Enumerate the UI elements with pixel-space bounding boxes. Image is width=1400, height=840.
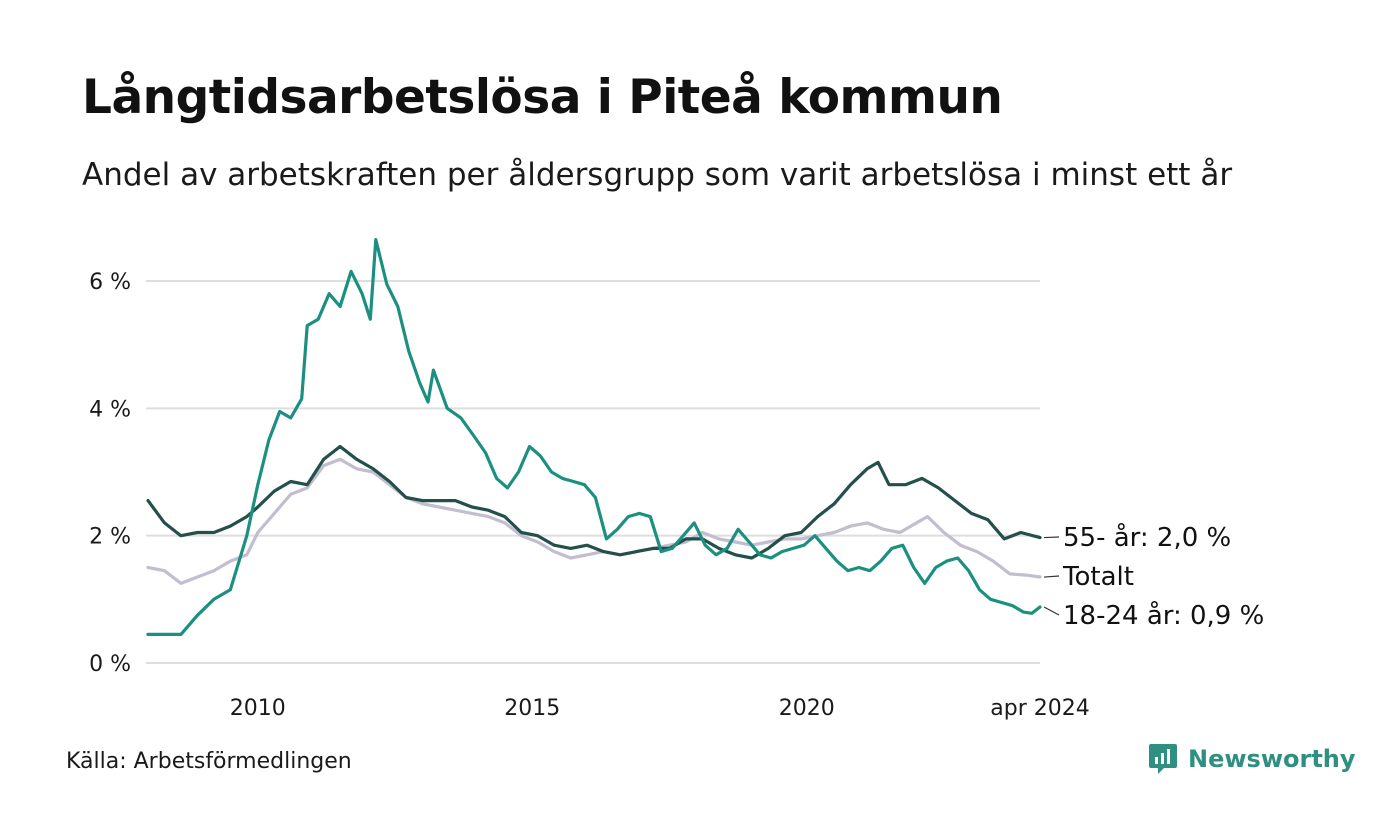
end-label-leader [1043,536,1060,539]
end-label: Totalt [1062,562,1134,592]
end-label-leader [1043,606,1060,616]
x-tick-label: 2010 [230,696,286,721]
brand-name: Newsworthy [1188,745,1356,773]
end-label-leader [1043,575,1060,578]
brand: Newsworthy [1148,742,1356,776]
x-tick-label: 2020 [779,696,835,721]
series-line-1 [146,444,1042,560]
series-line-2 [146,238,1042,636]
end-label: 18-24 år: 0,9 % [1063,600,1264,631]
x-tick-label: apr 2024 [990,696,1089,721]
source-note: Källa: Arbetsförmedlingen [66,749,352,774]
chart-subtitle: Andel av arbetskraften per åldersgrupp s… [82,157,1233,193]
end-label: 55- år: 2,0 % [1063,522,1231,553]
y-tick-label: 0 % [89,652,131,677]
newsworthy-logo-icon [1149,744,1177,774]
y-tick-label: 6 % [89,270,131,295]
y-tick-label: 2 % [89,525,131,550]
chart-title: Långtidsarbetslösa i Piteå kommun [82,70,1003,125]
series-line-0 [146,457,1042,585]
x-tick-label: 2015 [504,696,560,721]
y-tick-label: 4 % [89,397,131,422]
